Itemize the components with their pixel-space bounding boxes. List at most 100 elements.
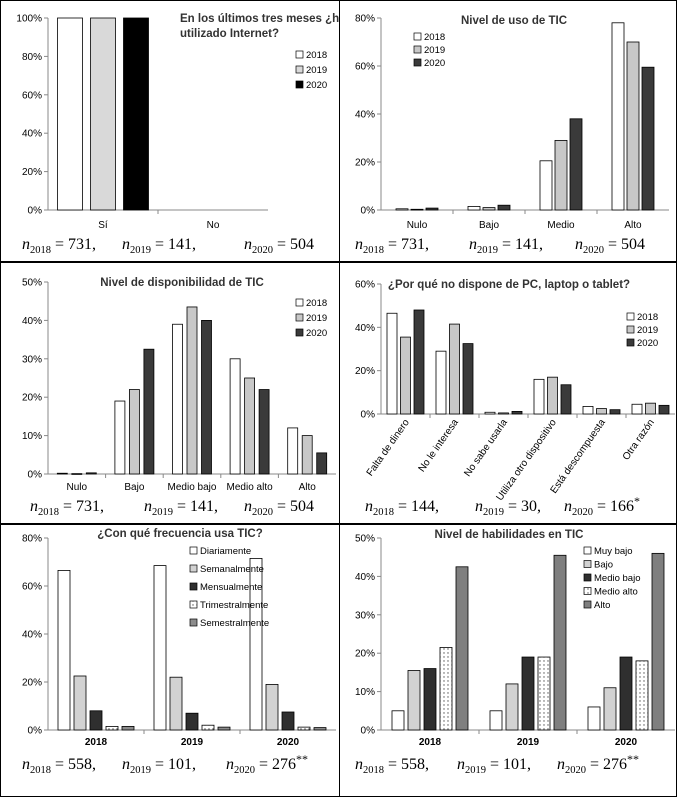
bar <box>201 320 212 475</box>
sample-size-value: = 101, <box>151 756 196 773</box>
chart-title: ¿Por qué no dispone de PC, laptop o tabl… <box>388 279 630 291</box>
chart-panel: 0% 20% 40% 60% 80% 100% Sí No En los últimos tre… <box>0 0 340 262</box>
bar <box>569 118 583 211</box>
bar <box>105 725 119 731</box>
legend-label: Muy bajo <box>594 546 633 557</box>
chart-title-line: En los últimos tres meses ¿ha <box>180 13 340 25</box>
bar <box>553 554 567 731</box>
bar <box>439 647 453 731</box>
sample-size-year: 2019 <box>130 245 151 256</box>
legend-label: 2018 <box>306 50 327 61</box>
legend-swatch <box>583 600 592 609</box>
sample-size-symbol: n <box>22 756 30 773</box>
legend-swatch <box>295 313 304 322</box>
chart-panel: 0% 20% 40% 60% 80% 2018 2019 2020 ¿Con qué frecu… <box>0 524 340 797</box>
bar <box>425 207 439 211</box>
sample-size-year: 2020 <box>565 765 586 776</box>
sample-size: n2019 = 141, <box>144 498 218 518</box>
legend-swatch <box>583 546 592 555</box>
legend-label: 2019 <box>637 325 658 336</box>
bar <box>611 22 625 211</box>
x-tick-label: Falta de dinero <box>365 417 413 478</box>
chart-title: ¿Con qué frecuencia usa TIC? <box>97 528 263 540</box>
sample-size-symbol: n <box>564 498 572 515</box>
legend-swatch <box>189 600 198 609</box>
y-tick-label: 60% <box>355 62 375 73</box>
y-tick-label: 20% <box>22 167 42 178</box>
sample-size: n2018 = 558, <box>22 756 96 776</box>
x-tick-label: Alto <box>624 220 642 231</box>
bar <box>229 358 241 475</box>
bar <box>217 726 231 731</box>
bar <box>533 378 545 415</box>
sample-size-year: 2018 <box>363 245 384 256</box>
x-tick-label: Sí <box>98 220 108 231</box>
y-tick-label: 30% <box>355 610 375 621</box>
sample-size-value: = 558, <box>51 756 96 773</box>
bar <box>603 687 617 731</box>
y-tick-label: 80% <box>355 14 375 25</box>
sample-size-symbol: n <box>144 498 152 515</box>
bar <box>484 411 496 415</box>
bar <box>505 683 519 731</box>
sample-size-value: = 276 <box>586 756 627 773</box>
bar <box>114 400 126 475</box>
chart-title: Nivel de disponibilidad de TIC <box>100 277 264 289</box>
legend-swatch <box>295 80 304 89</box>
bar <box>449 323 460 415</box>
bar <box>651 552 665 731</box>
legend-label: Semanalmente <box>200 564 264 575</box>
y-tick-label: 10% <box>22 431 42 442</box>
bar <box>539 160 553 211</box>
x-tick-label: No <box>207 220 220 231</box>
sample-size-value: = 731, <box>51 236 96 253</box>
sample-size: n2020 = 504 <box>244 236 314 256</box>
bar <box>301 435 313 475</box>
y-tick-label: 0% <box>361 410 376 421</box>
sample-size-value: = 141, <box>151 236 196 253</box>
sample-size: n2019 = 141, <box>469 236 543 256</box>
sample-size-value: = 30, <box>504 498 541 515</box>
bar <box>258 389 270 475</box>
bar <box>121 725 135 731</box>
x-tick-label: Nulo <box>407 220 428 231</box>
sample-size-symbol: n <box>30 498 38 515</box>
y-tick-label: 30% <box>22 354 42 365</box>
sample-size-symbol: n <box>122 236 130 253</box>
legend-swatch <box>626 338 635 347</box>
sample-size-year: 2020 <box>234 765 255 776</box>
bar <box>386 312 398 415</box>
legend-label: Mensualmente <box>200 582 262 593</box>
sample-size-symbol: n <box>475 498 483 515</box>
bar <box>185 712 199 731</box>
legend-swatch <box>413 32 422 41</box>
bar <box>410 208 424 211</box>
sample-size-note: ** <box>627 752 639 766</box>
sample-size-year: 2020 <box>583 245 604 256</box>
sample-size-value: = 101, <box>486 756 531 773</box>
bar <box>482 207 496 211</box>
bar <box>169 676 183 731</box>
y-tick-label: 0% <box>28 726 43 737</box>
legend-swatch <box>189 582 198 591</box>
legend-swatch <box>583 573 592 582</box>
sample-size-year: 2020 <box>572 507 593 518</box>
bar <box>641 66 655 211</box>
bar <box>57 17 83 211</box>
chart-panel: 0% 10% 20% 30% 40% 50% 2018 2019 2020 Nivel de ha… <box>339 524 677 797</box>
y-tick-label: 80% <box>22 52 42 63</box>
chart-panel: 0% 20% 40% 60% Falta de dinero No le interesa… <box>339 262 677 524</box>
legend-swatch <box>626 312 635 321</box>
sample-size-symbol: n <box>457 756 465 773</box>
bar <box>287 427 299 475</box>
bar <box>172 323 183 475</box>
bar <box>186 306 198 475</box>
bar <box>297 726 311 731</box>
legend-label: 2018 <box>306 298 327 309</box>
legend-swatch <box>189 546 198 555</box>
sample-size-note: * <box>634 494 640 508</box>
legend-label: Medio alto <box>594 587 638 598</box>
bar <box>313 727 327 731</box>
legend-label: Medio bajo <box>594 573 640 584</box>
